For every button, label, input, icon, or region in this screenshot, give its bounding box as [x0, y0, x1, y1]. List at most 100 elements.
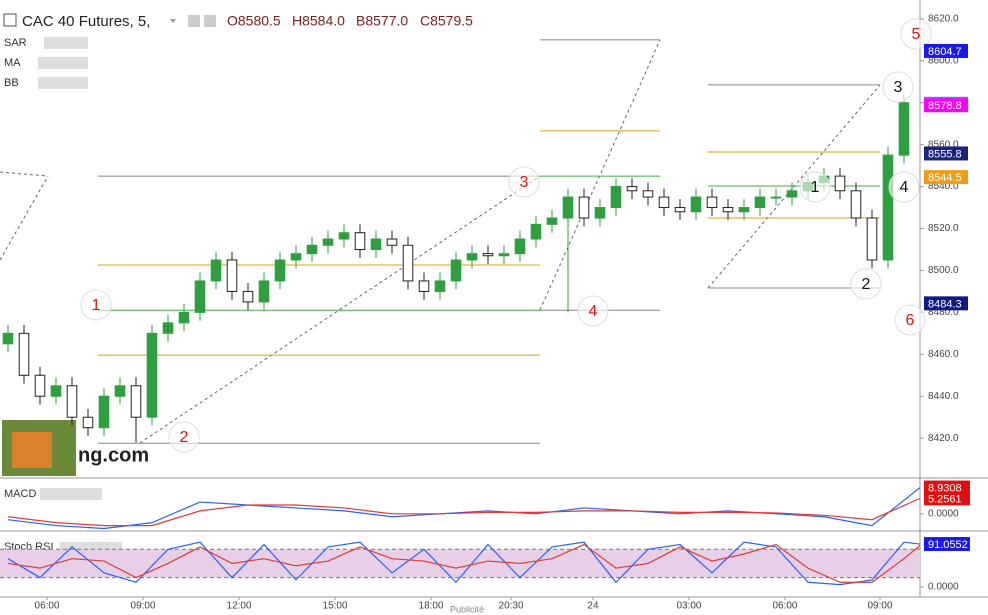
trend-line — [539, 39, 661, 311]
wave-label: 4 — [589, 303, 598, 320]
candle-body — [418, 280, 430, 292]
wave-label: 3 — [894, 79, 903, 96]
candle-body — [82, 416, 94, 429]
x-tick-label: 20:30 — [499, 601, 524, 612]
candle-body — [386, 238, 398, 246]
candle-body — [322, 238, 334, 246]
y-tick-label: 8560.0 — [928, 139, 959, 150]
wave-label: 2 — [180, 429, 189, 446]
trend-line — [0, 175, 49, 261]
candle-body — [354, 232, 366, 250]
panel-title: MACD — [4, 488, 36, 500]
y-tick-label: 8440.0 — [928, 391, 959, 402]
candle-body — [530, 223, 542, 240]
candle-body — [594, 207, 606, 219]
indicator-icons[interactable] — [44, 37, 88, 49]
candle-body — [146, 332, 158, 418]
ad-label: Publicité — [450, 604, 484, 614]
wave-circle — [900, 18, 932, 50]
settings-icon[interactable] — [204, 15, 216, 27]
wave-label: 3 — [520, 174, 529, 191]
logo-tiger — [12, 432, 52, 468]
dropdown[interactable] — [170, 19, 176, 23]
y-tick-label: 8600.0 — [928, 55, 959, 66]
wave-circle — [168, 421, 200, 453]
candle-body — [114, 385, 126, 397]
ohlc-high: H8584.0 — [292, 13, 345, 29]
wave-label: 2 — [862, 276, 871, 293]
candle-body — [402, 244, 414, 282]
candle-body — [226, 259, 238, 292]
wave-circle — [882, 71, 914, 103]
value-label: 5.2561 — [928, 493, 962, 505]
candle-body — [50, 385, 62, 397]
indicator-label: SAR — [4, 37, 27, 49]
wave-circle — [577, 295, 609, 327]
indicator-icons[interactable] — [38, 77, 88, 89]
value-badge — [924, 480, 970, 495]
price-badge — [924, 296, 968, 311]
x-tick-label: 24 — [587, 601, 599, 612]
candle-body — [562, 196, 574, 219]
wave-circle — [799, 171, 831, 203]
candle-body — [658, 196, 670, 209]
candle-body — [66, 385, 78, 418]
indicator-icons[interactable] — [40, 488, 102, 500]
price-badge — [924, 43, 968, 58]
price-label: 8555.8 — [928, 148, 962, 160]
stoch-band — [0, 549, 920, 578]
candle-body — [18, 332, 30, 376]
candle-body — [626, 186, 638, 192]
candle-body — [130, 385, 142, 418]
candle-body — [642, 190, 654, 198]
x-tick-label: 06:00 — [772, 601, 797, 612]
candle-body — [674, 207, 686, 213]
x-tick-label: 03:00 — [676, 601, 701, 612]
candle-body — [514, 238, 526, 255]
ohlc-bid: B8577.0 — [356, 13, 408, 29]
candle-body — [786, 190, 798, 198]
candle-body — [290, 253, 302, 261]
value-label: 91.0552 — [928, 539, 968, 551]
x-tick-label: 12:00 — [227, 601, 252, 612]
candle-body — [834, 175, 846, 192]
indicator-icons[interactable] — [38, 57, 88, 69]
wave-label: 1 — [811, 179, 820, 196]
price-label: 8578.8 — [928, 100, 962, 112]
wave-label: 5 — [912, 26, 921, 43]
collapse-icon[interactable] — [3, 13, 17, 27]
candle-body — [242, 290, 254, 303]
x-tick-label: 09:00 — [867, 601, 892, 612]
candle-body — [34, 374, 46, 397]
indicator-line — [7, 541, 921, 586]
price-label: 8604.7 — [928, 46, 962, 58]
candle-body — [770, 196, 782, 199]
wave-circle — [850, 268, 882, 300]
candle-body — [610, 186, 622, 209]
candle-body — [546, 217, 558, 225]
y-tick-label: 0.0000 — [928, 582, 959, 593]
value-badge — [924, 491, 970, 506]
y-tick-label: 8420.0 — [928, 433, 959, 444]
wave-label: 1 — [92, 297, 101, 314]
y-tick-label: 8460.0 — [928, 349, 959, 360]
eye-icon[interactable] — [188, 15, 200, 27]
candle-body — [274, 259, 286, 282]
price-label: 8544.5 — [928, 172, 962, 184]
wave-circle — [894, 304, 926, 336]
candle-body — [306, 244, 318, 255]
candle-body — [98, 395, 110, 429]
y-tick-label: 8500.0 — [928, 265, 959, 276]
indicator-label: BB — [4, 77, 19, 89]
candle-body — [866, 217, 878, 261]
y-tick-label: 0.0000 — [928, 508, 959, 519]
indicator-line — [7, 543, 921, 583]
candle-body — [498, 253, 510, 257]
y-tick-label: 8520.0 — [928, 223, 959, 234]
candle-body — [578, 196, 590, 219]
price-label: 8484.3 — [928, 298, 962, 310]
price-badge — [924, 98, 968, 113]
candle-body — [754, 196, 766, 209]
